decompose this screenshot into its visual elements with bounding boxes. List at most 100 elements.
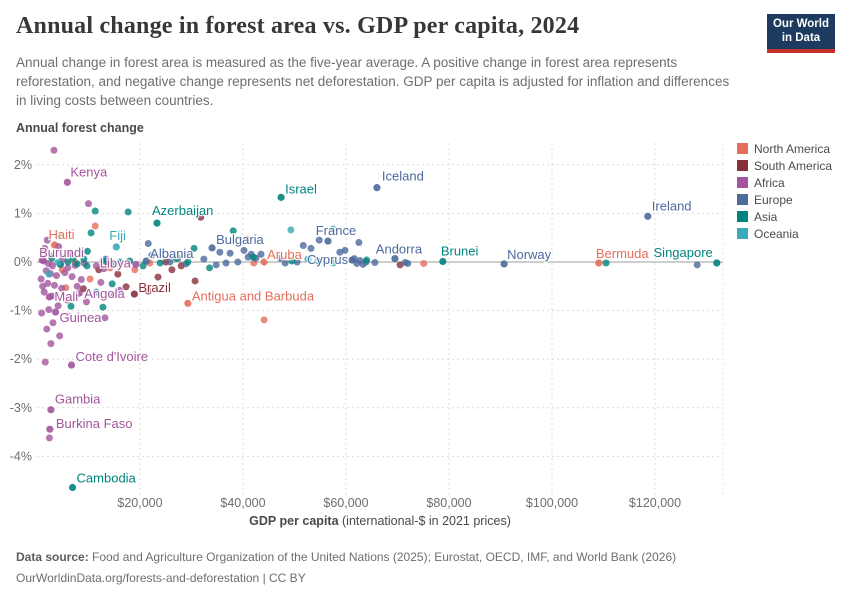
data-point-israel[interactable] (277, 193, 285, 201)
data-point[interactable] (48, 254, 56, 262)
data-point[interactable] (38, 309, 46, 317)
data-point[interactable] (191, 277, 199, 285)
data-point[interactable] (363, 256, 371, 264)
data-point-brunei[interactable] (439, 257, 447, 266)
data-point[interactable] (144, 240, 152, 248)
data-point[interactable] (54, 302, 62, 310)
data-point[interactable] (168, 266, 176, 274)
data-point[interactable] (341, 246, 349, 254)
data-point[interactable] (124, 208, 132, 216)
data-point-aruba[interactable] (260, 258, 268, 266)
data-point[interactable] (45, 306, 53, 314)
data-point[interactable] (156, 259, 164, 267)
country-label-bulgaria[interactable]: Bulgaria (215, 231, 266, 249)
data-point-angola[interactable] (75, 289, 83, 297)
data-point[interactable] (212, 261, 220, 269)
data-point[interactable] (64, 258, 72, 266)
data-point[interactable] (43, 236, 51, 244)
country-label-iceland[interactable]: Iceland (381, 167, 425, 185)
country-label-antigua-and-barbuda[interactable]: Antigua and Barbuda (191, 287, 316, 305)
data-point[interactable] (229, 227, 237, 235)
data-point[interactable] (243, 235, 251, 243)
data-point[interactable] (299, 241, 307, 249)
data-point[interactable] (49, 319, 57, 327)
data-point[interactable] (166, 258, 174, 266)
data-point-gambia[interactable] (47, 406, 55, 414)
data-point[interactable] (61, 269, 69, 277)
data-point[interactable] (404, 259, 412, 267)
data-point[interactable] (314, 257, 322, 265)
data-point[interactable] (97, 278, 105, 286)
data-point-cyprus[interactable] (348, 256, 356, 264)
data-point-libya[interactable] (132, 260, 140, 269)
data-point[interactable] (100, 265, 108, 273)
data-point[interactable] (115, 286, 123, 294)
data-point[interactable] (41, 244, 49, 252)
data-point[interactable] (139, 262, 147, 270)
country-label-brunei[interactable]: Brunei (440, 242, 480, 260)
country-label-bermuda[interactable]: Bermuda (595, 245, 651, 262)
country-label-cyprus[interactable]: Cyprus (306, 251, 350, 269)
data-point[interactable] (56, 332, 64, 340)
data-point-andorra[interactable] (391, 254, 399, 263)
data-point[interactable] (99, 257, 107, 265)
data-point[interactable] (144, 287, 152, 295)
data-point[interactable] (287, 226, 295, 234)
data-point[interactable] (91, 222, 99, 230)
legend-item-africa[interactable]: Africa (737, 176, 832, 190)
legend-item-south-america[interactable]: South America (737, 159, 832, 173)
data-point[interactable] (110, 291, 118, 299)
data-point[interactable] (200, 255, 208, 263)
data-point[interactable] (249, 253, 257, 261)
data-point-mali[interactable] (45, 293, 53, 301)
data-point[interactable] (48, 262, 56, 270)
country-label-guinea[interactable]: Guinea (58, 309, 103, 327)
data-point-france[interactable] (324, 237, 332, 245)
data-point[interactable] (190, 244, 198, 252)
data-point[interactable] (148, 251, 156, 259)
data-point[interactable] (68, 273, 76, 281)
data-point[interactable] (122, 283, 130, 291)
data-point[interactable] (184, 258, 192, 266)
data-point-bermuda[interactable] (595, 259, 603, 267)
data-point[interactable] (92, 288, 100, 296)
data-point[interactable] (172, 254, 180, 262)
data-point[interactable] (85, 200, 92, 208)
legend-item-asia[interactable]: Asia (737, 210, 832, 224)
data-point[interactable] (304, 255, 312, 263)
data-point[interactable] (82, 298, 90, 306)
country-label-ireland[interactable]: Ireland (651, 197, 693, 215)
country-label-kenya[interactable]: Kenya (69, 163, 109, 181)
data-point[interactable] (67, 302, 75, 310)
data-point[interactable] (116, 258, 124, 266)
data-point[interactable] (307, 244, 315, 252)
data-point-burundi[interactable] (38, 256, 46, 264)
data-point[interactable] (234, 258, 242, 266)
data-point[interactable] (226, 249, 234, 257)
data-point[interactable] (41, 358, 49, 366)
data-point[interactable] (257, 250, 265, 258)
data-point[interactable] (114, 270, 122, 278)
data-point[interactable] (69, 254, 77, 262)
country-label-israel[interactable]: Israel (284, 180, 318, 198)
data-point-bulgaria[interactable] (208, 244, 216, 252)
data-point-singapore[interactable] (713, 259, 721, 267)
data-point[interactable] (55, 242, 63, 250)
data-point[interactable] (83, 247, 91, 255)
data-point-cambodia[interactable] (68, 483, 77, 492)
data-point[interactable] (54, 258, 62, 266)
data-point-cote-d-ivoire[interactable] (67, 361, 76, 369)
data-point[interactable] (51, 281, 59, 289)
data-point[interactable] (329, 225, 337, 233)
data-point[interactable] (329, 259, 337, 267)
data-point[interactable] (288, 257, 296, 265)
country-label-angola[interactable]: Angola (83, 285, 127, 303)
data-point[interactable] (420, 259, 428, 267)
data-point[interactable] (602, 259, 610, 267)
legend-item-oceania[interactable]: Oceania (737, 227, 832, 241)
data-point[interactable] (371, 258, 379, 266)
owid-logo[interactable]: Our World in Data (767, 14, 835, 53)
country-label-libya[interactable]: Libya (99, 254, 133, 272)
data-point[interactable] (87, 229, 95, 237)
data-point[interactable] (276, 254, 284, 262)
